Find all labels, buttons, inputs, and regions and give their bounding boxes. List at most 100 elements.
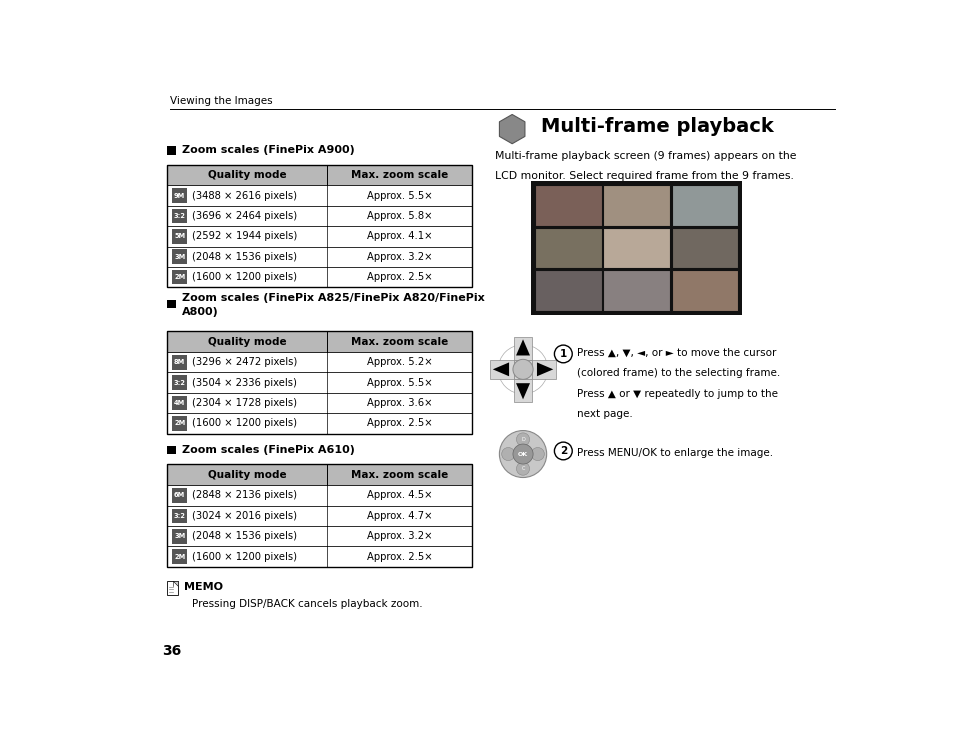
Bar bbox=[167, 205, 472, 226]
Text: Pressing DISP/BACK cancels playback zoom.: Pressing DISP/BACK cancels playback zoom… bbox=[192, 599, 422, 609]
Text: 2M: 2M bbox=[173, 553, 185, 559]
Bar bbox=[167, 146, 175, 155]
Bar bbox=[167, 300, 175, 308]
Bar bbox=[513, 337, 532, 360]
Circle shape bbox=[501, 448, 515, 461]
Bar bbox=[602, 228, 669, 269]
Text: A800): A800) bbox=[182, 307, 218, 317]
Text: (2048 × 1536 pixels): (2048 × 1536 pixels) bbox=[192, 532, 296, 541]
Text: Approx. 5.5×: Approx. 5.5× bbox=[366, 378, 432, 387]
Bar bbox=[490, 360, 513, 378]
Circle shape bbox=[554, 442, 572, 460]
Text: 3:2: 3:2 bbox=[173, 380, 186, 386]
Bar bbox=[167, 446, 175, 455]
Text: 36: 36 bbox=[162, 644, 181, 658]
Bar bbox=[671, 228, 738, 269]
Circle shape bbox=[531, 448, 544, 461]
Text: Approx. 3.2×: Approx. 3.2× bbox=[366, 251, 432, 262]
Text: Approx. 4.7×: Approx. 4.7× bbox=[366, 511, 432, 521]
Text: (3296 × 2472 pixels): (3296 × 2472 pixels) bbox=[192, 357, 297, 367]
Text: D: D bbox=[520, 437, 524, 442]
Text: OK: OK bbox=[517, 451, 528, 457]
Text: (1600 × 1200 pixels): (1600 × 1200 pixels) bbox=[192, 272, 296, 282]
Text: 4M: 4M bbox=[173, 400, 185, 406]
Bar bbox=[167, 547, 472, 567]
Bar bbox=[172, 229, 187, 244]
Circle shape bbox=[516, 433, 529, 446]
Bar bbox=[167, 372, 472, 393]
Text: (2592 × 1944 pixels): (2592 × 1944 pixels) bbox=[192, 231, 297, 242]
Text: Approx. 4.1×: Approx. 4.1× bbox=[366, 231, 432, 242]
Bar bbox=[534, 185, 601, 226]
Bar bbox=[671, 185, 738, 226]
Text: 8M: 8M bbox=[173, 359, 185, 365]
Bar bbox=[602, 270, 669, 311]
Text: Approx. 2.5×: Approx. 2.5× bbox=[366, 272, 432, 282]
Text: Approx. 3.2×: Approx. 3.2× bbox=[366, 532, 432, 541]
Text: (1600 × 1200 pixels): (1600 × 1200 pixels) bbox=[192, 418, 296, 428]
Text: 3:2: 3:2 bbox=[173, 213, 186, 219]
Bar bbox=[167, 331, 472, 352]
Text: 6M: 6M bbox=[173, 492, 185, 498]
Bar bbox=[167, 506, 472, 526]
Bar bbox=[172, 550, 187, 564]
Bar bbox=[532, 360, 555, 378]
Text: Zoom scales (FinePix A825/FinePix A820/FinePix: Zoom scales (FinePix A825/FinePix A820/F… bbox=[182, 293, 484, 303]
Bar bbox=[172, 208, 187, 223]
Bar bbox=[530, 181, 741, 315]
Text: Press ▲ or ▼ repeatedly to jump to the: Press ▲ or ▼ repeatedly to jump to the bbox=[577, 389, 778, 399]
Text: Approx. 5.5×: Approx. 5.5× bbox=[366, 190, 432, 201]
Text: Multi-frame playback screen (9 frames) appears on the: Multi-frame playback screen (9 frames) a… bbox=[495, 151, 796, 161]
Bar bbox=[172, 355, 187, 369]
Text: (3504 × 2336 pixels): (3504 × 2336 pixels) bbox=[192, 378, 296, 387]
Text: 3:2: 3:2 bbox=[173, 513, 186, 519]
Text: (colored frame) to the selecting frame.: (colored frame) to the selecting frame. bbox=[577, 368, 780, 378]
Text: Approx. 5.8×: Approx. 5.8× bbox=[366, 211, 432, 221]
Bar bbox=[671, 270, 738, 311]
Text: 2M: 2M bbox=[173, 274, 185, 280]
Text: (2048 × 1536 pixels): (2048 × 1536 pixels) bbox=[192, 251, 296, 262]
Text: Approx. 4.5×: Approx. 4.5× bbox=[366, 491, 432, 501]
Bar bbox=[602, 185, 669, 226]
Bar bbox=[172, 270, 187, 285]
Bar bbox=[172, 488, 187, 503]
Bar bbox=[172, 188, 187, 203]
Text: 9M: 9M bbox=[173, 193, 185, 199]
Bar bbox=[167, 165, 472, 288]
Text: C: C bbox=[520, 466, 524, 471]
Bar bbox=[167, 331, 472, 433]
Polygon shape bbox=[537, 362, 553, 376]
Text: Quality mode: Quality mode bbox=[208, 470, 286, 480]
Bar bbox=[167, 267, 472, 288]
Text: Max. zoom scale: Max. zoom scale bbox=[351, 470, 448, 480]
Polygon shape bbox=[516, 384, 530, 399]
Bar bbox=[167, 464, 472, 567]
Text: (3488 × 2616 pixels): (3488 × 2616 pixels) bbox=[192, 190, 296, 201]
Text: 1: 1 bbox=[559, 349, 566, 359]
Bar bbox=[513, 360, 532, 378]
Text: Zoom scales (FinePix A900): Zoom scales (FinePix A900) bbox=[182, 145, 355, 156]
Text: (3696 × 2464 pixels): (3696 × 2464 pixels) bbox=[192, 211, 297, 221]
Polygon shape bbox=[493, 362, 509, 376]
Circle shape bbox=[513, 444, 533, 464]
Bar bbox=[172, 416, 187, 431]
Text: (2848 × 2136 pixels): (2848 × 2136 pixels) bbox=[192, 491, 296, 501]
Polygon shape bbox=[173, 581, 178, 586]
Text: Max. zoom scale: Max. zoom scale bbox=[351, 170, 448, 180]
Circle shape bbox=[516, 462, 529, 475]
Text: (1600 × 1200 pixels): (1600 × 1200 pixels) bbox=[192, 552, 296, 562]
Circle shape bbox=[513, 359, 533, 379]
Bar bbox=[172, 375, 187, 390]
Text: Approx. 2.5×: Approx. 2.5× bbox=[366, 418, 432, 428]
Text: Approx. 5.2×: Approx. 5.2× bbox=[366, 357, 432, 367]
Bar bbox=[172, 396, 187, 410]
Text: Max. zoom scale: Max. zoom scale bbox=[351, 337, 448, 347]
Text: 2: 2 bbox=[559, 446, 566, 456]
Text: (2304 × 1728 pixels): (2304 × 1728 pixels) bbox=[192, 398, 296, 408]
Text: Multi-frame playback: Multi-frame playback bbox=[540, 116, 773, 135]
Bar bbox=[172, 529, 187, 544]
Bar bbox=[167, 464, 472, 485]
Bar bbox=[172, 249, 187, 264]
Bar bbox=[167, 247, 472, 267]
Bar bbox=[534, 228, 601, 269]
